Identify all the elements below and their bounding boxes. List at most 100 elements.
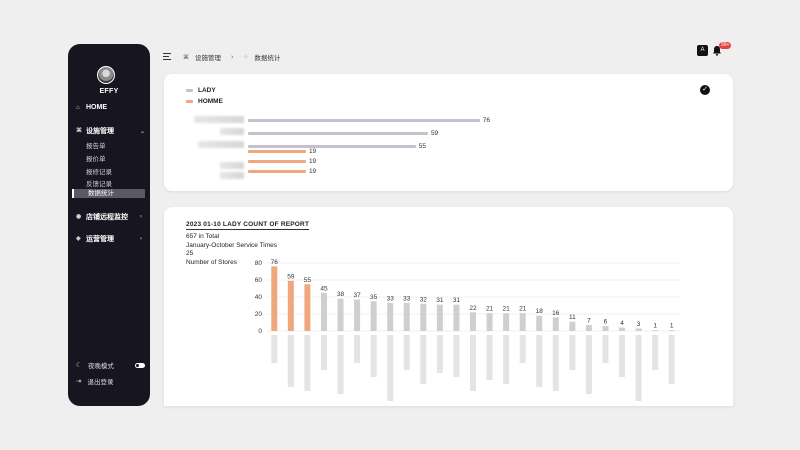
- x-tick-label-redacted: [503, 335, 510, 384]
- menu-toggle-icon[interactable]: [163, 53, 171, 61]
- x-tick-label-redacted: [569, 335, 576, 370]
- bar[interactable]: [486, 313, 493, 331]
- sidebar-item-remote-monitor[interactable]: ◉ 店铺远程监控 ›: [76, 212, 146, 222]
- legend-label: HOMME: [198, 98, 223, 105]
- x-tick-label-redacted: [337, 335, 344, 394]
- avatar[interactable]: [97, 66, 115, 84]
- x-tick-label-redacted: [387, 335, 394, 401]
- bar-category-label-redacted: [220, 172, 244, 179]
- bar[interactable]: [337, 298, 344, 331]
- x-tick-label-redacted: [354, 335, 361, 363]
- x-tick-label-redacted: [652, 335, 659, 370]
- bar-value-label: 11: [569, 314, 576, 321]
- grid-icon: ⁘: [243, 54, 249, 61]
- bar[interactable]: [370, 301, 377, 331]
- x-tick-label-redacted: [271, 335, 278, 363]
- bar[interactable]: [271, 266, 278, 331]
- bar[interactable]: [453, 304, 460, 331]
- bar-lady[interactable]: [248, 132, 428, 135]
- bar-value-label: 4: [620, 320, 624, 327]
- bar-value-label: 19: [308, 168, 317, 175]
- night-mode-item: ☾ 夜晚模式: [76, 360, 114, 370]
- x-tick-label-redacted: [470, 335, 476, 391]
- report-card: 2023 01-10 LADY COUNT OF REPORT 657 in T…: [164, 207, 733, 406]
- bar-value-label: 59: [430, 130, 439, 137]
- bar-homme[interactable]: [248, 150, 306, 153]
- report-store-count: 25: [186, 250, 194, 257]
- sidebar-item-facility[interactable]: ⌘ 设施管理 ⌄: [76, 126, 146, 136]
- bar-homme[interactable]: [248, 160, 306, 163]
- bar[interactable]: [619, 327, 626, 331]
- bar[interactable]: [503, 313, 510, 331]
- bar[interactable]: [519, 313, 526, 331]
- bar-value-label: 22: [469, 305, 477, 312]
- bar[interactable]: [652, 330, 659, 331]
- legend-item-homme: HOMME: [186, 98, 223, 105]
- bar[interactable]: [569, 321, 576, 331]
- x-tick-label-redacted: [436, 335, 443, 373]
- sidebar-item-label: 运营管理: [86, 236, 114, 243]
- bar[interactable]: [585, 325, 592, 331]
- sidebar-item-label: HOME: [86, 104, 107, 111]
- bar-value-label: 6: [604, 318, 608, 325]
- sidebar-subitem-statistics[interactable]: 数据统计: [72, 189, 145, 198]
- bar[interactable]: [304, 284, 311, 331]
- y-tick-label: 60: [255, 277, 263, 284]
- bar-homme[interactable]: [248, 170, 306, 173]
- x-tick-label-redacted: [519, 335, 526, 363]
- sidebar-subitem-quote[interactable]: 报价单: [86, 156, 106, 163]
- night-mode-label: 夜晚模式: [87, 363, 114, 370]
- chevron-right-icon: ›: [140, 236, 142, 242]
- bar[interactable]: [635, 328, 642, 331]
- bar-value-label: 1: [653, 323, 657, 330]
- x-tick-label-redacted: [420, 335, 427, 384]
- bar-value-label: 55: [418, 143, 426, 150]
- x-tick-label-redacted: [635, 335, 642, 401]
- bar[interactable]: [320, 292, 327, 331]
- x-tick-label-redacted: [403, 335, 410, 370]
- breadcrumb: ⌘ 设施管理 › ⁘ 数据统计: [183, 52, 280, 63]
- bar-value-label: 19: [308, 158, 317, 165]
- bar[interactable]: [436, 304, 443, 331]
- legend-label: LADY: [198, 87, 216, 94]
- x-tick-label-redacted: [602, 335, 609, 363]
- check-circle-icon[interactable]: ✓: [700, 85, 710, 95]
- logout-button[interactable]: ⇥ 退出登录: [76, 376, 113, 386]
- username: EFFY: [99, 88, 119, 95]
- bar-value-label: 18: [536, 308, 544, 315]
- breadcrumb-item[interactable]: 设施管理: [195, 55, 221, 62]
- bar-value-label: 33: [403, 295, 411, 302]
- sidebar-item-operations[interactable]: ◈ 运营管理 ›: [76, 234, 146, 244]
- layers-icon: ◈: [76, 236, 81, 242]
- bar[interactable]: [668, 330, 675, 331]
- bar[interactable]: [552, 317, 559, 331]
- bar[interactable]: [470, 312, 476, 331]
- bar[interactable]: [403, 302, 410, 331]
- legend-swatch: [186, 89, 193, 92]
- bar-value-label: 76: [271, 259, 279, 266]
- bar-category-label-redacted: [198, 141, 244, 148]
- bar[interactable]: [387, 302, 394, 331]
- bar-value-label: 7: [587, 318, 591, 325]
- x-tick-label-redacted: [486, 335, 493, 380]
- sidebar-subitem-report[interactable]: 报告单: [86, 143, 106, 150]
- sidebar-item-label: 设施管理: [86, 128, 114, 135]
- report-stores-label: Number of Stores: [186, 259, 237, 266]
- bar[interactable]: [602, 325, 609, 331]
- bar[interactable]: [287, 280, 294, 331]
- bar-value-label: 76: [482, 117, 491, 124]
- report-title: 2023 01-10 LADY COUNT OF REPORT: [186, 221, 310, 230]
- report-total: 657 in Total: [186, 233, 220, 240]
- bar-lady[interactable]: [248, 145, 416, 148]
- sidebar-subitem-repair[interactable]: 报修记录: [86, 169, 112, 176]
- bar[interactable]: [354, 299, 361, 331]
- bar[interactable]: [536, 315, 543, 331]
- bar[interactable]: [420, 303, 427, 331]
- night-mode-toggle[interactable]: [135, 363, 145, 368]
- sidebar-item-home[interactable]: ⌂ HOME: [76, 104, 107, 111]
- language-button[interactable]: A: [697, 45, 708, 56]
- sidebar-subitem-feedback[interactable]: 反馈记录: [86, 181, 112, 188]
- legend-item-lady: LADY: [186, 87, 216, 94]
- bar-lady[interactable]: [248, 119, 480, 122]
